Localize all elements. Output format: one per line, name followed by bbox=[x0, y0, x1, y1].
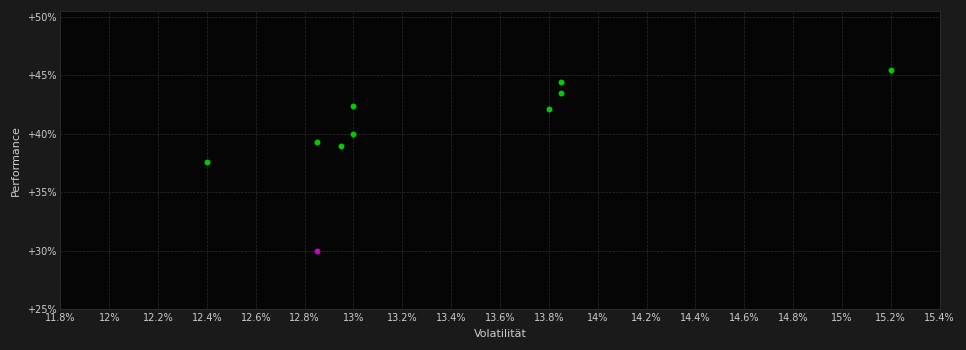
Point bbox=[309, 248, 325, 253]
Point bbox=[883, 67, 898, 72]
Point bbox=[199, 159, 214, 165]
Point bbox=[541, 106, 556, 112]
Point bbox=[346, 131, 361, 136]
Point bbox=[554, 90, 569, 96]
X-axis label: Volatilität: Volatilität bbox=[473, 329, 526, 339]
Point bbox=[333, 143, 349, 148]
Y-axis label: Performance: Performance bbox=[12, 125, 21, 196]
Point bbox=[309, 139, 325, 145]
Point bbox=[554, 79, 569, 85]
Point bbox=[346, 103, 361, 108]
